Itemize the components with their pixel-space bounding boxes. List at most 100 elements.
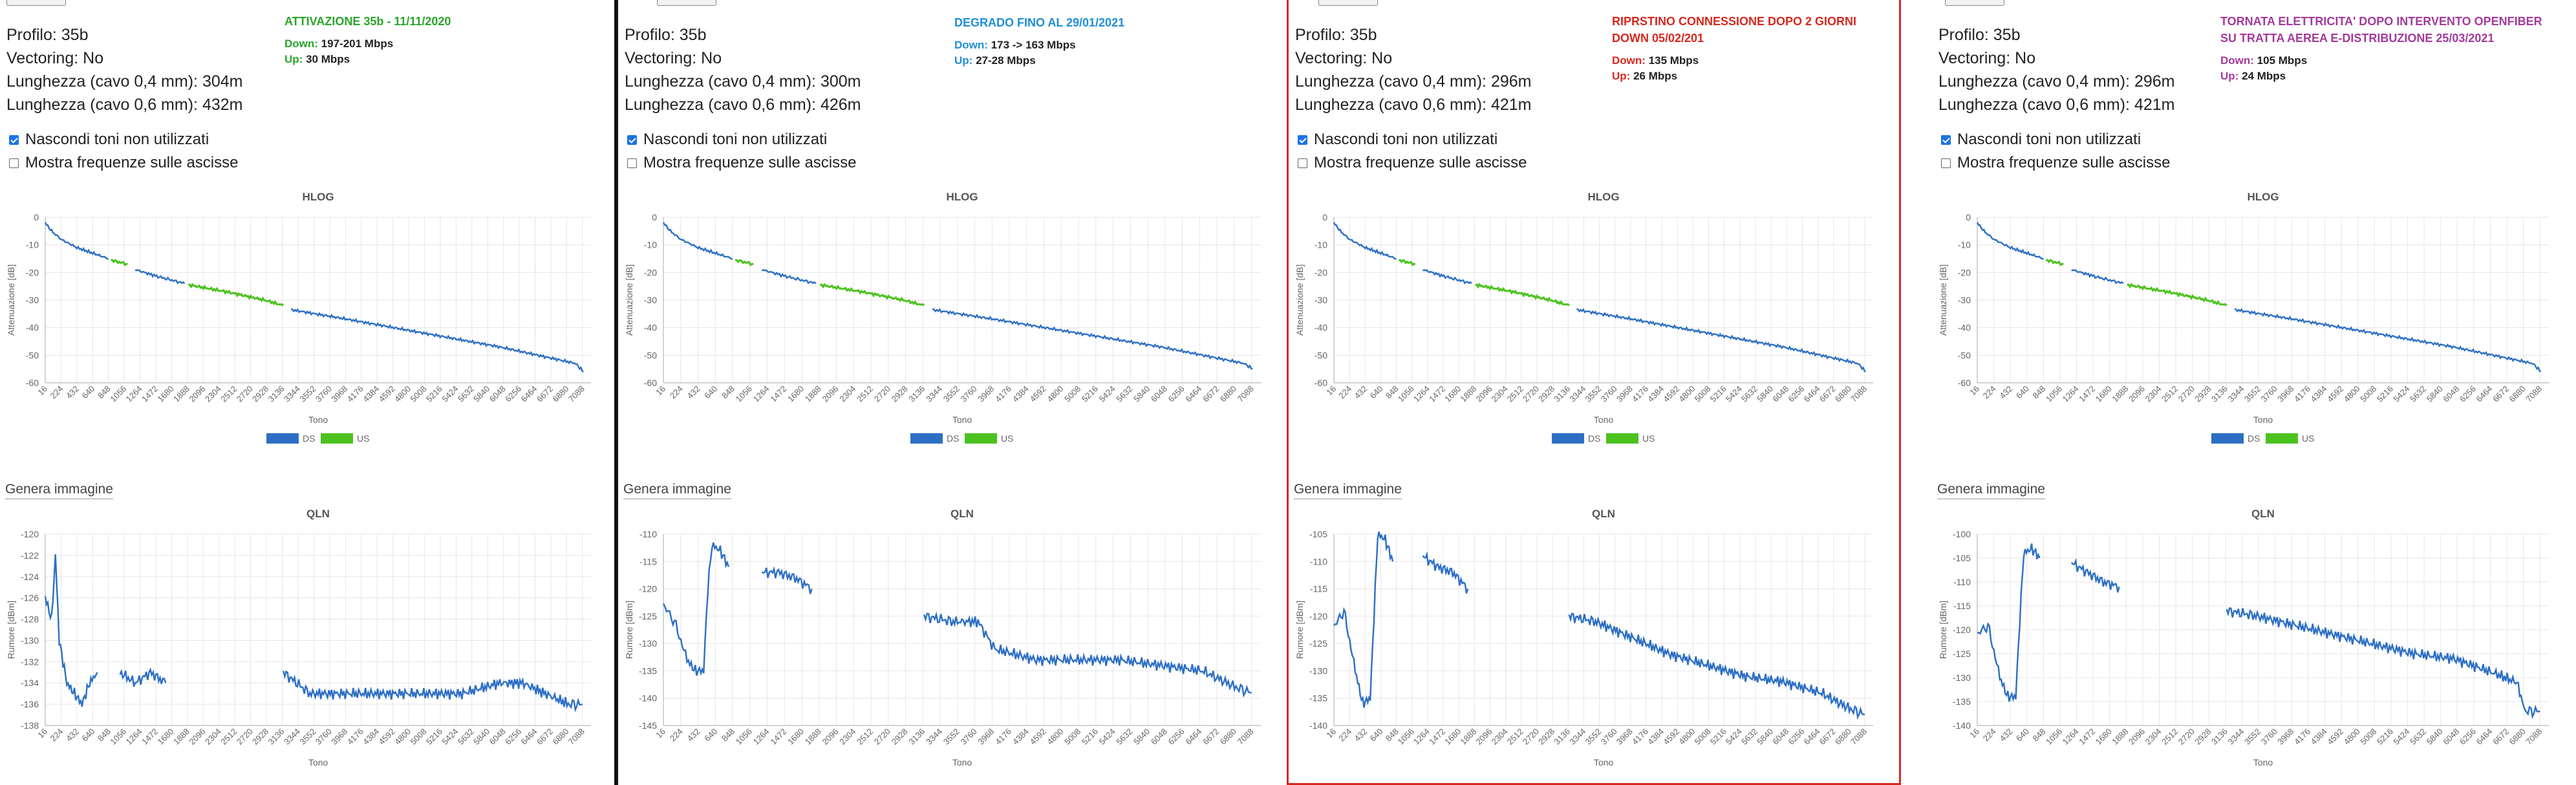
x-tick-label: 1056: [1396, 727, 1416, 747]
checkbox-unchecked-icon[interactable]: [1941, 158, 1951, 168]
legend-us-swatch[interactable]: [321, 433, 353, 444]
x-tick-label: 4176: [345, 727, 365, 747]
x-tick-label: 2096: [187, 384, 207, 404]
x-tick-label: 5632: [1114, 727, 1134, 747]
x-tick-label: 640: [702, 384, 719, 401]
x-tick-label: 6672: [535, 727, 555, 747]
top-button-stub[interactable]: [6, 0, 66, 6]
legend-ds-swatch[interactable]: [1552, 433, 1584, 444]
x-tick-label: 2304: [837, 727, 857, 747]
x-tick-label: 6672: [1201, 384, 1221, 404]
x-tick-label: 6048: [2441, 727, 2461, 747]
x-tick-label: 7088: [566, 384, 586, 404]
top-button-stub[interactable]: [1318, 0, 1378, 6]
legend-ds-swatch[interactable]: [910, 433, 943, 444]
x-tick-label: 1264: [2061, 384, 2081, 404]
x-tick-label: 1888: [803, 727, 823, 747]
legend-us-swatch[interactable]: [1606, 433, 1638, 444]
x-tick-label: 5632: [1114, 384, 1134, 404]
y-tick-label: -120: [1309, 611, 1327, 621]
x-tick-label: 224: [48, 384, 65, 401]
checkbox-unchecked-icon[interactable]: [627, 158, 637, 168]
x-tick-label: 3552: [1583, 727, 1604, 747]
x-tick-label: 5424: [2392, 384, 2412, 404]
vectoring-row: Vectoring: No: [6, 47, 242, 70]
x-tick-label: 6880: [2507, 727, 2528, 747]
x-tick-label: 224: [668, 727, 685, 744]
checkbox-checked-icon[interactable]: [9, 134, 19, 145]
x-tick-label: 3136: [266, 384, 286, 404]
x-tick-label: 4384: [1011, 384, 1031, 404]
length-04-row-label: Lunghezza (cavo 0,4 mm):: [1295, 72, 1487, 91]
profile-row-value: 35b: [679, 26, 707, 44]
checkbox-checked-icon[interactable]: [1941, 134, 1951, 145]
x-tick-label: 3136: [907, 727, 927, 747]
x-tick-label: 1056: [108, 384, 128, 404]
x-tick-label: 1056: [2044, 727, 2064, 747]
generate-image-link[interactable]: Genera immagine: [1294, 482, 1402, 499]
legend-ds-swatch[interactable]: [266, 433, 299, 444]
top-button-stub[interactable]: [1945, 0, 2004, 6]
y-axis-label: Rumore [dBm]: [1294, 601, 1305, 659]
hide-tones-checkbox[interactable]: Nascondi toni non utilizzati: [627, 131, 827, 149]
show-freq-checkbox[interactable]: Mostra frequenze sulle ascisse: [627, 154, 856, 172]
x-tick-label: 5008: [1062, 727, 1082, 747]
x-tick-label: 5840: [1132, 727, 1152, 747]
checkbox-checked-icon[interactable]: [627, 134, 637, 145]
vectoring-row-value: No: [2015, 49, 2036, 67]
top-button-stub[interactable]: [657, 0, 716, 6]
x-axis-label: Tono: [952, 757, 972, 768]
x-tick-label: 3968: [976, 727, 996, 747]
x-tick-label: 640: [1368, 384, 1385, 401]
show-freq-checkbox[interactable]: Mostra frequenze sulle ascisse: [1298, 154, 1527, 172]
x-tick-label: 1264: [1411, 727, 1432, 747]
x-tick-label: 5008: [1693, 384, 1713, 404]
y-axis-label: Attenuazione [dB]: [624, 264, 634, 336]
x-tick-label: 432: [685, 727, 702, 744]
x-tick-label: 3760: [959, 727, 979, 747]
length-04-row: Lunghezza (cavo 0,4 mm): 296m: [1295, 70, 1531, 93]
x-tick-label: 1888: [171, 727, 191, 747]
x-tick-label: 1264: [751, 727, 771, 747]
show-freq-checkbox[interactable]: Mostra frequenze sulle ascisse: [1941, 154, 2170, 172]
x-tick-label: 3968: [1615, 727, 1635, 747]
x-tick-label: 3968: [976, 384, 996, 404]
show-freq-label: Mostra frequenze sulle ascisse: [643, 154, 857, 171]
x-axis-label: Tono: [308, 757, 328, 768]
checkbox-unchecked-icon[interactable]: [9, 158, 19, 168]
x-tick-label: 6880: [1833, 727, 1853, 747]
y-tick-label: -50: [26, 350, 39, 360]
checkbox-checked-icon[interactable]: [1298, 134, 1307, 145]
y-tick-label: -132: [21, 656, 39, 667]
x-tick-label: 3344: [282, 727, 302, 747]
x-tick-label: 4176: [345, 384, 365, 404]
x-tick-label: 3760: [314, 727, 334, 747]
hide-tones-checkbox[interactable]: Nascondi toni non utilizzati: [1298, 131, 1497, 149]
show-freq-checkbox[interactable]: Mostra frequenze sulle ascisse: [9, 154, 238, 172]
generate-image-link[interactable]: Genera immagine: [1937, 482, 2045, 499]
hide-tones-checkbox[interactable]: Nascondi toni non utilizzati: [9, 131, 209, 149]
series-line-ds: [761, 269, 817, 285]
x-tick-label: 7088: [1849, 727, 1869, 747]
x-tick-label: 4800: [392, 384, 413, 404]
series-line-us: [188, 283, 284, 306]
checkbox-unchecked-icon[interactable]: [1298, 158, 1307, 168]
legend-us-swatch[interactable]: [965, 433, 997, 444]
y-tick-label: -20: [1958, 267, 1971, 277]
y-tick-label: -110: [639, 529, 657, 539]
x-tick-label: 2512: [855, 727, 875, 747]
vectoring-row: Vectoring: No: [625, 47, 861, 70]
y-tick-label: -30: [1958, 295, 1971, 305]
legend-us-swatch[interactable]: [2266, 433, 2298, 444]
hide-tones-checkbox[interactable]: Nascondi toni non utilizzati: [1941, 131, 2141, 149]
x-tick-label: 5008: [1062, 384, 1082, 404]
generate-image-link[interactable]: Genera immagine: [623, 482, 731, 499]
generate-image-link[interactable]: Genera immagine: [5, 482, 113, 499]
x-tick-label: 5424: [440, 727, 460, 747]
up-label: Up:: [2220, 70, 2239, 82]
line-info: Profilo: 35b Vectoring: No Lunghezza (cavo…: [625, 23, 861, 116]
x-tick-label: 6256: [1786, 727, 1806, 747]
x-tick-label: 4384: [2309, 384, 2329, 404]
legend-ds-swatch[interactable]: [2211, 433, 2244, 444]
x-tick-label: 3968: [329, 727, 349, 747]
